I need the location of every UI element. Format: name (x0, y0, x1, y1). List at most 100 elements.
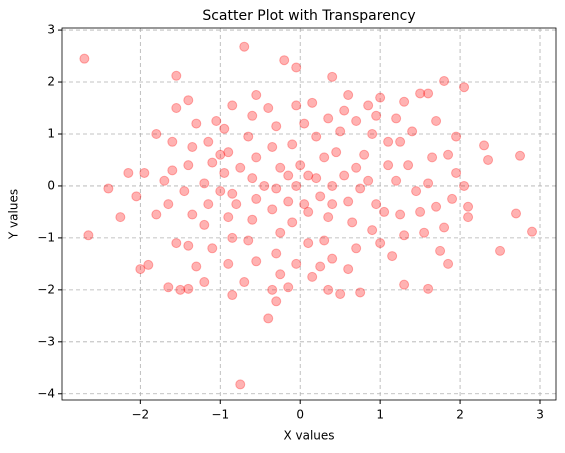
point (227, 232, 238, 243)
chart-title: Scatter Plot with Transparency (202, 8, 415, 24)
point (363, 175, 374, 186)
point (451, 131, 462, 142)
point (351, 243, 362, 254)
point (251, 193, 262, 204)
point (199, 277, 210, 288)
point (463, 212, 474, 223)
point (171, 238, 182, 249)
point (363, 100, 374, 111)
point (443, 149, 454, 160)
point (223, 212, 234, 223)
point (235, 379, 246, 390)
point (463, 201, 474, 212)
point (267, 141, 278, 152)
point (267, 204, 278, 215)
point (223, 258, 234, 269)
point (283, 170, 294, 181)
point (167, 136, 178, 147)
point (395, 136, 406, 147)
point (431, 201, 442, 212)
point (131, 191, 142, 202)
point (399, 279, 410, 290)
point (163, 282, 174, 293)
point (183, 160, 194, 171)
point (483, 154, 494, 165)
point (327, 253, 338, 264)
point (187, 209, 198, 220)
point (183, 240, 194, 251)
point (271, 248, 282, 259)
point (423, 283, 434, 294)
point (435, 245, 446, 256)
x-tick-label: −2 (131, 408, 149, 422)
point (459, 180, 470, 191)
point (271, 121, 282, 132)
point (291, 62, 302, 73)
x-axis-label: X values (283, 429, 334, 443)
y-axis-label: Y values (7, 189, 21, 240)
point (307, 271, 318, 282)
point (399, 230, 410, 241)
point (227, 290, 238, 301)
point (151, 209, 162, 220)
y-tick-label: 3 (47, 23, 55, 37)
point (327, 199, 338, 210)
x-tick-label: −1 (211, 408, 229, 422)
point (343, 90, 354, 101)
point (83, 230, 94, 241)
y-tick-label: 0 (47, 178, 55, 192)
point (327, 71, 338, 82)
point (323, 113, 334, 124)
x-tick-label: 0 (296, 408, 304, 422)
point (291, 180, 302, 191)
point (383, 160, 394, 171)
point (283, 196, 294, 207)
point (287, 139, 298, 150)
point (263, 103, 274, 114)
point (215, 186, 226, 197)
point (275, 269, 286, 280)
point (367, 128, 378, 139)
point (271, 183, 282, 194)
point (299, 199, 310, 210)
point (443, 258, 454, 269)
point (335, 289, 346, 300)
plot-frame (61, 27, 557, 401)
point (307, 97, 318, 108)
point (391, 175, 402, 186)
point (459, 82, 470, 93)
point (199, 178, 210, 189)
point (235, 162, 246, 173)
point (251, 256, 262, 267)
point (339, 105, 350, 116)
point (315, 191, 326, 202)
point (115, 212, 126, 223)
point (207, 243, 218, 254)
point (183, 283, 194, 294)
point (511, 208, 522, 219)
point (123, 167, 134, 178)
point (239, 41, 250, 52)
point (355, 287, 366, 298)
point (139, 167, 150, 178)
point (419, 227, 430, 238)
x-tick-label: 2 (456, 408, 464, 422)
point (371, 199, 382, 210)
point (263, 313, 274, 324)
point (291, 100, 302, 111)
point (191, 261, 202, 272)
point (311, 131, 322, 142)
point (403, 160, 414, 171)
point (351, 162, 362, 173)
point (171, 103, 182, 114)
point (275, 227, 286, 238)
point (407, 126, 418, 137)
point (319, 152, 330, 163)
point (159, 175, 170, 186)
point (283, 282, 294, 293)
point (311, 173, 322, 184)
point (423, 178, 434, 189)
point (447, 193, 458, 204)
point (451, 167, 462, 178)
point (335, 126, 346, 137)
